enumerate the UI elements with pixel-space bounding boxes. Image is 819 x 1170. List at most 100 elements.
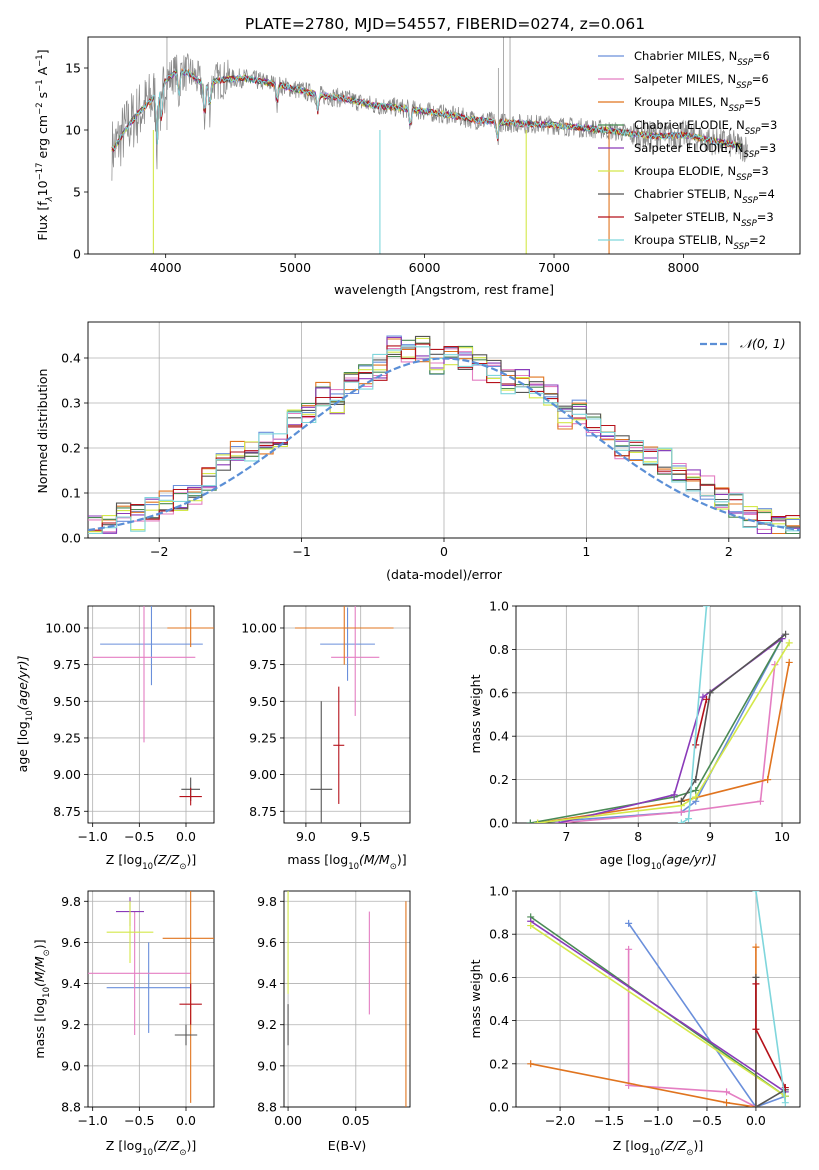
mass-weight-marker (785, 639, 793, 647)
mass-weight-line-chabrier-miles (627, 922, 786, 1107)
mass-Z-y-label-part: mass [log (32, 998, 47, 1059)
x-tick-label: 10 (774, 829, 790, 844)
y-tick-label: 0.8 (489, 642, 509, 657)
mass-weight-line-kroupa-miles (537, 662, 790, 823)
mass-weight-marker (670, 791, 678, 799)
legend-entry-part: Salpeter ELODIE, N (634, 141, 744, 155)
mass-weight-line-kroupa-miles (530, 947, 757, 1107)
axes-frame (283, 605, 411, 824)
spectrum-y-label-part: Flux [f (35, 201, 50, 241)
mass-weight-marker (785, 658, 793, 666)
y-tick-label: 0.6 (489, 970, 509, 985)
mass-weight-marker (534, 819, 542, 823)
y-tick-label: 9.2 (61, 1017, 81, 1032)
mass-weight-line-kroupa-elodie (537, 642, 790, 823)
y-tick-label: 9.25 (249, 730, 277, 745)
legend-entry-part: SSP (745, 127, 761, 137)
figure-title: PLATE=2780, MJD=54557, FIBERID=0274, z=0… (245, 15, 645, 33)
mass-ebv-x-label: E(B-V) (328, 1138, 367, 1153)
x-tick-label: −1 (292, 544, 310, 559)
age-Z-x-label-part: )] (186, 852, 196, 867)
mass-weight-line-salpeter-stelib (694, 699, 708, 746)
mass-weight-vs-Z-axes: −2.0 −1.5 −1.0 −0.5 0.0 0.0 0.2 0.4 0.6 0.8 1.0 Z [… (468, 884, 801, 1158)
mass-weight-marker (723, 1099, 731, 1107)
x-tick-label: 0.05 (342, 1113, 370, 1128)
y-tick-label: 9.6 (257, 935, 277, 950)
y-tick-label: 9.50 (249, 694, 277, 709)
y-tick-label: 9.25 (53, 730, 81, 745)
y-tick-label: 0.0 (61, 531, 81, 546)
x-tick-label: 0.0 (176, 829, 196, 844)
legend-entry-part: =3 (760, 118, 777, 132)
mw-age-y-label: mass weight (468, 674, 483, 753)
mass-weight-line-chabrier-elodie (530, 638, 783, 823)
mw-Z-x-label-part: )] (693, 1138, 703, 1153)
spectrum-data-line (111, 53, 749, 181)
mw-age-x-label-part: (age/yr)] (662, 852, 717, 867)
legend-entry-part: =3 (757, 210, 774, 224)
y-tick-label: 9.2 (257, 1017, 277, 1032)
age-vs-Z-axes: −1.0 −0.5 0.0 8.75 9.00 9.25 9.50 9.75 10.00 Z [l… (15, 605, 215, 872)
legend-entry-part: Salpeter MILES, N (634, 72, 736, 86)
y-tick-label: 9.50 (53, 694, 81, 709)
age-Z-x-label: Z [log10(Z/Z⊙)] (106, 852, 196, 872)
age-Z-x-label-part: (Z/Z (153, 852, 180, 867)
mass-weight-marker (752, 943, 760, 951)
spectrum-y-label-part: A (35, 66, 50, 79)
mass-weight-marker (692, 776, 700, 784)
x-tick-label: 1 (582, 544, 590, 559)
mass-weight-line-salpeter-miles (559, 664, 776, 823)
axes-frame (87, 890, 215, 1108)
spectrum-y-label-part: −1 (35, 79, 45, 92)
y-tick-label: 9.4 (61, 976, 81, 991)
gaussian-curve (88, 357, 800, 532)
mass-weight-line-salpeter-miles (627, 949, 757, 1107)
age-mass-x-label-part: 10 (348, 862, 359, 872)
y-tick-label: 0.8 (489, 927, 509, 942)
spectrum-y-label-part: −17 (35, 162, 45, 180)
x-tick-label: 0 (440, 544, 448, 559)
y-tick-label: 8.8 (257, 1100, 277, 1115)
mass-weight-marker (677, 819, 685, 823)
mass-Z-y-label-part: (M/M (32, 956, 47, 987)
mass-weight-marker (782, 630, 790, 638)
mass-weight-marker (692, 793, 700, 801)
mw-age-x-label: age [log10(age/yr)] (600, 852, 717, 872)
residual-y-label: Normed distribution (35, 369, 50, 494)
mass-ebv-x-label-part: E(B-V) (328, 1138, 367, 1153)
mass-weight-line-salpeter-elodie (530, 920, 786, 1093)
x-tick-label: −1.0 (77, 829, 107, 844)
mass-weight-marker (527, 1060, 535, 1068)
y-tick-label: 0.4 (61, 351, 81, 366)
mass-weight-marker (677, 797, 685, 805)
mw-Z-y-label-part: mass weight (468, 959, 483, 1038)
spectrum-axes: 4000 5000 6000 7000 8000 0 5 10 15 wavelength [An… (35, 36, 801, 297)
mw-Z-x-label: Z [log10(Z/Z⊙)] (613, 1138, 703, 1158)
spectrum-y-label-part: λ (45, 196, 55, 202)
legend-entry-part: SSP (744, 150, 760, 160)
y-tick-label: 10.00 (241, 620, 277, 635)
legend-entry-part: =3 (752, 164, 769, 178)
mass-Z-x-label-part: ⊙ (179, 1148, 186, 1158)
mass-weight-marker (699, 693, 707, 701)
age-Z-y-label-part: 10 (25, 710, 35, 721)
axes-frame (515, 605, 801, 824)
age-Z-x-label-part: 10 (142, 862, 153, 872)
mass-weight-line-kroupa-stelib (755, 891, 787, 1103)
y-tick-label: 0 (73, 247, 81, 262)
mass-weight-marker (752, 1103, 760, 1107)
age-mass-x-label-part: )] (397, 852, 407, 867)
mw-Z-x-label-part: (Z/Z (660, 1138, 687, 1153)
y-tick-label: 9.75 (53, 657, 81, 672)
legend-entry: Chabrier STELIB, NSSP=4 (634, 187, 775, 206)
age-vs-mass-axes: 9.0 9.5 8.75 9.00 9.25 9.50 9.75 10.00 mass [log… (241, 605, 411, 872)
mw-age-y-label-part: mass weight (468, 674, 483, 753)
y-tick-label: 9.00 (249, 767, 277, 782)
mass-weight-line-salpeter-elodie (558, 637, 783, 823)
mass-weight-marker (781, 1099, 789, 1107)
y-tick-label: 9.0 (61, 1058, 81, 1073)
age-Z-y-label: age [log10(age/yr)] (15, 656, 35, 773)
y-tick-label: 0.0 (489, 816, 509, 831)
x-tick-label: −2 (150, 544, 168, 559)
